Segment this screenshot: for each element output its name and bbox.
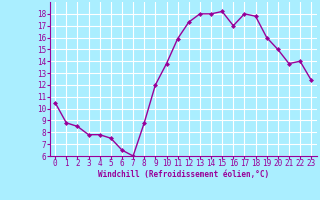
X-axis label: Windchill (Refroidissement éolien,°C): Windchill (Refroidissement éolien,°C) xyxy=(98,170,269,179)
